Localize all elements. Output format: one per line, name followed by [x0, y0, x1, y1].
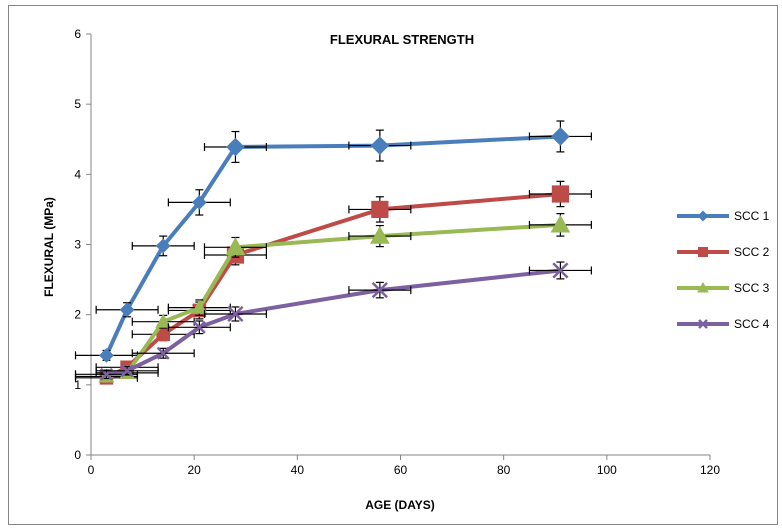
plot-area	[74, 120, 592, 385]
series-line	[105, 191, 561, 380]
x-tick-label: 60	[394, 463, 408, 477]
y-tick-label: 0	[74, 448, 81, 462]
triangle-marker	[225, 237, 246, 256]
x-marker	[552, 262, 569, 279]
legend-label: SCC 1	[734, 209, 770, 223]
y-tick-label: 1	[74, 378, 81, 392]
legend-diamond-marker	[697, 210, 709, 222]
y-tick-label: 4	[74, 167, 81, 181]
series-line	[106, 268, 561, 377]
y-tick-label: 2	[74, 308, 81, 322]
diamond-marker	[119, 302, 135, 318]
x-marker	[371, 282, 388, 299]
diamond-marker	[370, 136, 390, 155]
legend-square-marker	[698, 247, 708, 257]
triangle-marker	[370, 226, 390, 244]
x-marker	[192, 320, 206, 334]
legend-entry: SCC 2	[677, 245, 770, 259]
x-tick-label: 20	[187, 463, 201, 477]
y-tick-label: 5	[74, 97, 81, 111]
marker-stroke	[371, 282, 388, 299]
square-marker	[551, 185, 570, 203]
y-tick-label: 3	[74, 238, 81, 252]
legend: SCC 1 SCC 2 SCC 3 SCC 4	[677, 209, 770, 331]
triangle-marker	[155, 313, 172, 328]
chart-title: FLEXURAL STRENGTH	[330, 32, 474, 47]
diamond-marker	[191, 195, 207, 210]
marker-stroke	[192, 320, 206, 334]
legend-entry: SCC 3	[677, 281, 770, 295]
y-tick-label: 6	[74, 27, 81, 41]
triangle-marker	[550, 214, 571, 233]
diamond-marker	[155, 238, 171, 254]
triangle-marker	[191, 299, 208, 314]
diamond-marker	[99, 348, 114, 363]
x-tick-label: 120	[700, 463, 720, 477]
legend-label: SCC 4	[734, 317, 770, 331]
x-tick-label: 0	[88, 463, 95, 477]
legend-x-marker	[698, 319, 708, 329]
marker-stroke	[227, 305, 244, 323]
legend-entry: SCC 4	[677, 317, 770, 331]
marker-stroke	[156, 346, 170, 360]
x-tick-label: 80	[497, 463, 511, 477]
x-marker	[156, 346, 170, 360]
x-tick-label: 40	[291, 463, 305, 477]
legend-entry: SCC 1	[677, 209, 770, 223]
axes: 0 20 40 60 80 100 120 0 1 2 3 4 5 6	[74, 27, 720, 477]
diamond-marker	[551, 127, 570, 146]
y-axis-label: FLEXURAL (MPa)	[42, 197, 56, 297]
legend-label: SCC 2	[734, 245, 770, 259]
square-marker	[371, 200, 389, 219]
marker-stroke	[698, 319, 708, 329]
series-4	[74, 261, 592, 381]
x-tick-label: 100	[597, 463, 617, 477]
chart-frame: FLEXURAL STRENGTH FLEXURAL (MPa) AGE (DA…	[8, 5, 778, 525]
flexural-strength-chart: FLEXURAL STRENGTH FLEXURAL (MPa) AGE (DA…	[42, 27, 770, 512]
x-marker	[227, 305, 244, 323]
marker-stroke	[552, 262, 569, 279]
x-marker	[120, 364, 134, 378]
legend-triangle-marker	[697, 281, 709, 293]
diamond-marker	[226, 137, 245, 157]
legend-label: SCC 3	[734, 281, 770, 295]
marker-stroke	[120, 364, 134, 378]
x-axis-label: AGE (DAYS)	[365, 498, 435, 512]
